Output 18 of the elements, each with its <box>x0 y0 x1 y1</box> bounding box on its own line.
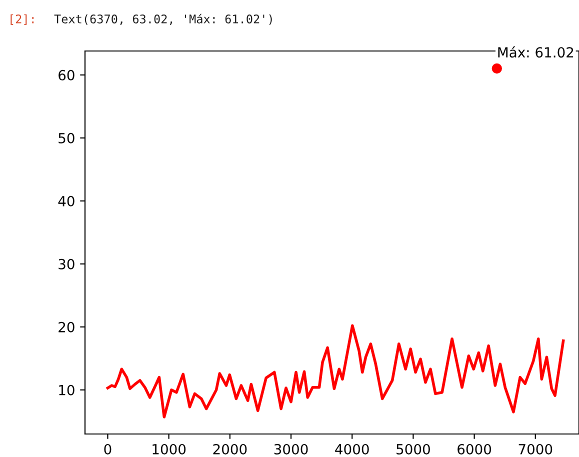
y-tick-label: 50 <box>58 132 74 144</box>
x-tick-label: 6000 <box>458 444 492 454</box>
x-tick-label: 2000 <box>213 444 247 454</box>
data-label: Máx: 61.02 <box>498 46 574 58</box>
x-tick-label: 7000 <box>518 444 552 454</box>
y-tick-label: 60 <box>58 70 74 80</box>
line-series <box>106 324 565 418</box>
x-tick-label: 5000 <box>396 444 430 454</box>
x-tick-label: 4000 <box>335 444 369 454</box>
y-tick-label: 20 <box>58 322 74 332</box>
text: Text(6370, 63.02, 'Máx: 61.02') <box>54 14 272 25</box>
y-tick-label: 40 <box>58 196 74 206</box>
text: [2]: <box>10 14 34 25</box>
x-tick-label: 3000 <box>274 444 308 454</box>
x-tick-label: 1000 <box>152 444 186 454</box>
y-tick-label: 10 <box>59 384 74 396</box>
x-tick-label: 0 <box>104 444 112 454</box>
y-tick-label: 30 <box>58 258 74 270</box>
